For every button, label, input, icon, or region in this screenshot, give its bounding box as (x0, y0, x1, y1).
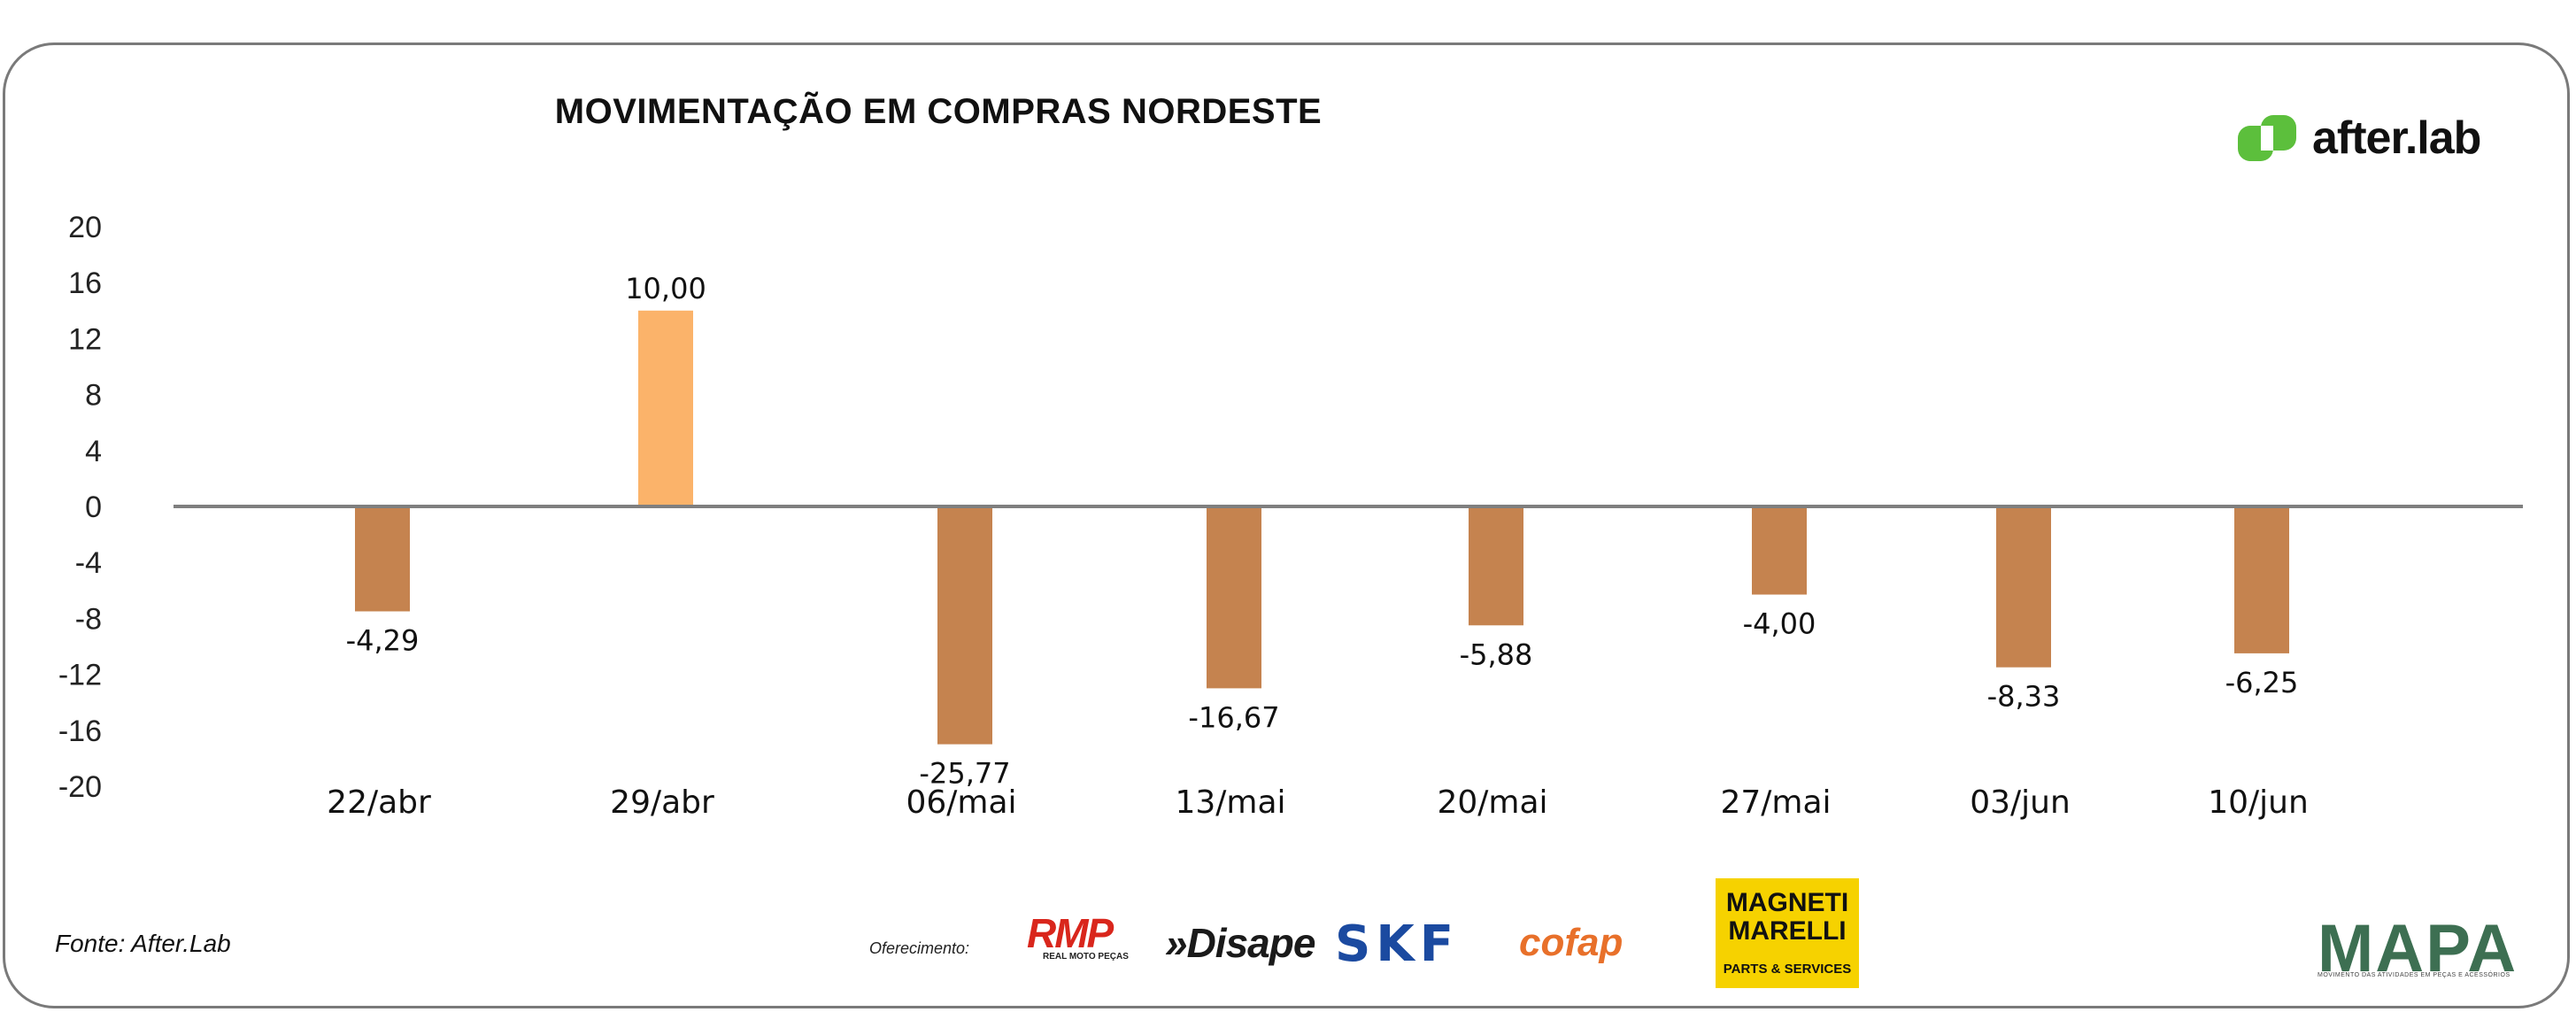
data-label: 10,00 (625, 272, 706, 305)
chart-title: MOVIMENTAÇÃO EM COMPRAS NORDESTE (554, 92, 1323, 131)
rmp-logo-text: RMP (1027, 910, 1114, 956)
data-label: -5,88 (1460, 637, 1533, 671)
mapa-logo-subtext: MOVIMENTO DAS ATIVIDADES EM PEÇAS E ACES… (2318, 972, 2510, 978)
rmp-logo: RMP REAL MOTO PEÇAS (1027, 910, 1144, 962)
x-tick-label: 22/abr (327, 784, 431, 821)
source-note: Fonte: After.Lab (55, 930, 231, 957)
x-tick-label: 06/mai (906, 784, 1016, 821)
cofap-logo: cofap (1519, 921, 1623, 964)
bar (1469, 506, 1523, 626)
bar (638, 310, 693, 506)
bar (2234, 506, 2289, 653)
bar (355, 506, 410, 612)
y-tick-label: 16 (68, 267, 102, 300)
y-tick-label: -16 (58, 715, 102, 748)
afterlab-logo-text: after.lab (2312, 112, 2481, 164)
offer-label: Oferecimento: (869, 939, 970, 957)
chart-frame (3, 42, 2570, 1008)
x-tick-label: 20/mai (1437, 784, 1547, 821)
y-tick-label: -12 (58, 659, 102, 692)
x-tick-label: 13/mai (1175, 784, 1285, 821)
x-tick-label: 27/mai (1720, 784, 1831, 821)
y-tick-label: 12 (68, 322, 102, 356)
mapa-logo: MAPA (2318, 911, 2518, 986)
afterlab-logo-icon (2238, 115, 2296, 161)
y-tick-label: 8 (85, 379, 102, 413)
y-tick-label: 20 (68, 211, 102, 244)
magneti-marelli-logo-subtext: PARTS & SERVICES (1723, 962, 1852, 977)
x-tick-label: 10/jun (2208, 784, 2309, 821)
data-label: -16,67 (1188, 700, 1279, 734)
data-label: -25,77 (919, 757, 1010, 791)
y-tick-label: 4 (85, 435, 102, 468)
data-label: -4,29 (346, 624, 420, 658)
bar (1996, 506, 2051, 668)
y-tick-label: 0 (85, 491, 102, 524)
bar (937, 506, 992, 745)
rmp-logo-subtext: REAL MOTO PEÇAS (1043, 952, 1129, 962)
data-label: -4,00 (1743, 607, 1816, 641)
bar (1752, 506, 1807, 595)
magneti-marelli-logo: MAGNETI MARELLI PARTS & SERVICES (1716, 878, 1859, 988)
y-tick-label: -8 (75, 602, 102, 636)
data-label: -8,33 (1987, 680, 2061, 714)
magneti-marelli-logo-text: MAGNETI MARELLI (1725, 888, 1849, 946)
y-tick-label: -20 (58, 770, 102, 804)
data-label: -6,25 (2225, 666, 2299, 699)
afterlab-logo: after.lab (2236, 112, 2481, 164)
bar (1207, 506, 1261, 689)
y-tick-label: -4 (75, 546, 102, 580)
x-tick-label: 29/abr (610, 784, 714, 821)
x-tick-label: 03/jun (1970, 784, 2071, 821)
skf-logo: SKF (1335, 915, 1459, 973)
disape-logo: »Disape (1165, 920, 1315, 966)
